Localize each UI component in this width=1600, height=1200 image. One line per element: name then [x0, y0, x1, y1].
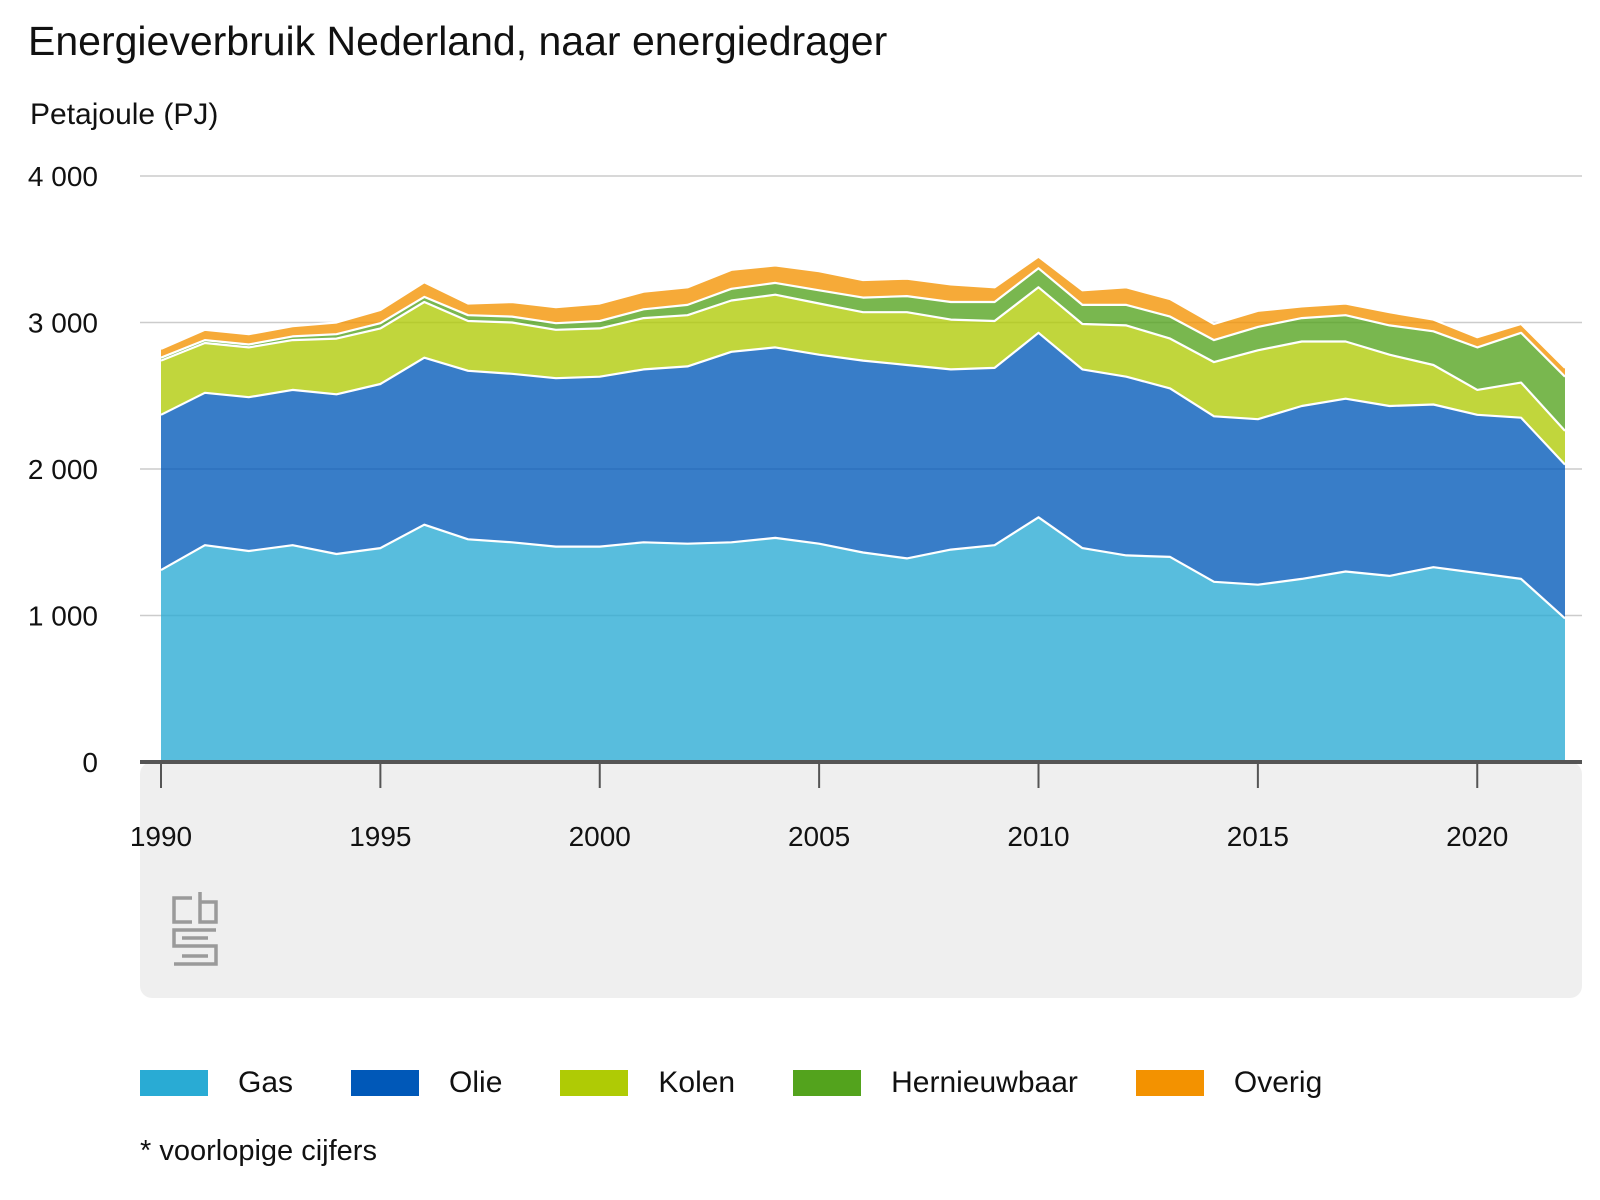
- y-axis-unit-label: Petajoule (PJ): [30, 98, 219, 131]
- y-tick-label: 0: [82, 747, 98, 778]
- x-axis-panel: [140, 762, 1582, 998]
- legend-swatch: [140, 1070, 208, 1096]
- legend-item-gas[interactable]: Gas: [140, 1066, 293, 1100]
- legend-swatch: [560, 1070, 629, 1096]
- boundary-gas: [160, 516, 1566, 620]
- x-axis-ticks: 1990 1995 2000 2005 2010 2015 2020: [130, 762, 1508, 852]
- boundary-kolen: [160, 286, 1566, 432]
- y-tick-label: 1 000: [28, 601, 98, 632]
- legend-item-hernieuwbaar[interactable]: Hernieuwbaar: [793, 1066, 1078, 1100]
- legend-label: Overig: [1233, 1066, 1323, 1099]
- boundary-hernieuwbaar: [160, 267, 1566, 378]
- legend-label: Kolen: [658, 1066, 736, 1099]
- x-tick-label: 2015: [1227, 821, 1289, 852]
- boundary-overig: [160, 255, 1566, 369]
- boundary-olie: [160, 331, 1566, 466]
- area-gas: [161, 517, 1565, 762]
- legend-label: Gas: [238, 1066, 294, 1099]
- x-tick-label: 1990: [130, 821, 192, 852]
- legend-item-kolen[interactable]: Kolen: [560, 1066, 735, 1100]
- series-boundaries: [160, 255, 1566, 620]
- x-tick-label: 2010: [1007, 821, 1069, 852]
- area-olie: [161, 332, 1565, 619]
- chart-title: Energieverbruik Nederland, naar energied…: [28, 18, 888, 64]
- legend-item-olie[interactable]: Olie: [351, 1066, 502, 1100]
- area-kolen: [161, 287, 1565, 465]
- y-tick-label: 3 000: [28, 308, 98, 339]
- legend-label: Hernieuwbaar: [891, 1066, 1078, 1099]
- x-tick-label: 2020: [1446, 821, 1508, 852]
- legend-swatch: [1135, 1070, 1204, 1096]
- y-axis-ticks: 0 1 000 2 000 3 000 4 000: [28, 161, 98, 778]
- y-tick-label: 4 000: [28, 161, 98, 192]
- footnote: * voorlopige cijfers: [140, 1135, 377, 1167]
- legend-item-overig[interactable]: Overig: [1135, 1066, 1323, 1100]
- legend-swatch: [351, 1070, 420, 1096]
- legend-label: Olie: [449, 1066, 503, 1099]
- y-tick-label: 2 000: [28, 454, 98, 485]
- legend-swatch: [793, 1070, 862, 1096]
- x-tick-label: 2000: [569, 821, 631, 852]
- x-tick-label: 1995: [349, 821, 411, 852]
- x-tick-label: 2005: [788, 821, 850, 852]
- stacked-areas: [161, 256, 1565, 762]
- area-hernieuwbaar: [161, 268, 1565, 431]
- cbs-logo-icon: [172, 892, 218, 966]
- legend: Gas Olie Kolen Hernieuwbaar Overig: [140, 1063, 1380, 1103]
